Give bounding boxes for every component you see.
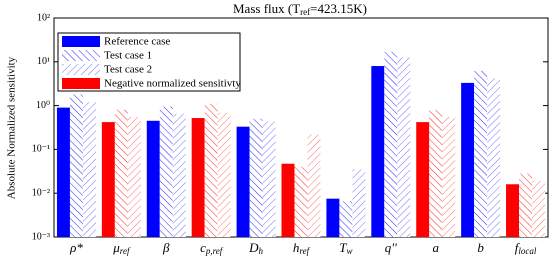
bar bbox=[416, 122, 430, 237]
bar bbox=[371, 66, 385, 238]
category-sub: p,ref bbox=[205, 246, 224, 256]
category-name: b bbox=[477, 240, 484, 255]
bar bbox=[262, 121, 276, 237]
bar bbox=[204, 103, 218, 237]
category-sub: ref bbox=[299, 246, 310, 256]
legend-label: Negative normalized sensitivty bbox=[104, 78, 241, 90]
title-sub: ref bbox=[300, 7, 310, 17]
bar bbox=[519, 173, 533, 237]
bar bbox=[82, 102, 96, 237]
bar bbox=[384, 51, 398, 238]
bar bbox=[294, 166, 308, 237]
category-name: q'' bbox=[385, 240, 397, 255]
y-tick-label: 10² bbox=[37, 12, 50, 23]
bar bbox=[236, 126, 250, 237]
bar bbox=[281, 163, 295, 237]
x-tick-label: flocal bbox=[515, 240, 537, 256]
bar bbox=[114, 109, 128, 237]
y-tick-label: 10⁻² bbox=[32, 187, 50, 198]
legend-label: Test case 2 bbox=[104, 64, 152, 76]
x-tick-label: q'' bbox=[385, 240, 397, 255]
x-tick-label: Tw bbox=[339, 240, 352, 256]
bar bbox=[532, 180, 546, 237]
bar bbox=[307, 134, 321, 237]
bar bbox=[69, 94, 83, 237]
bar bbox=[474, 70, 488, 237]
bar bbox=[56, 107, 70, 237]
bar bbox=[249, 118, 263, 237]
y-axis-label: Absolute Normalized sensitivity bbox=[6, 56, 18, 199]
x-tick-label: href bbox=[293, 240, 311, 256]
bar bbox=[146, 120, 160, 237]
legend-label: Test case 1 bbox=[104, 50, 152, 62]
legend-label: Reference case bbox=[104, 36, 170, 48]
category-name: ρ* bbox=[69, 240, 83, 255]
category-name: β bbox=[162, 240, 170, 255]
bar bbox=[127, 116, 141, 237]
bar bbox=[397, 57, 411, 237]
x-tick-label: a bbox=[432, 240, 439, 255]
category-sub: h bbox=[259, 246, 264, 256]
legend-swatch bbox=[62, 64, 100, 75]
bar bbox=[326, 198, 340, 237]
x-tick-label: Dh bbox=[248, 240, 263, 256]
bar bbox=[172, 113, 186, 237]
bar bbox=[487, 78, 501, 237]
title-part: Mass flux (T bbox=[233, 1, 300, 16]
x-tick-label: β bbox=[162, 240, 170, 255]
x-tick-label: b bbox=[477, 240, 484, 255]
category-name: c bbox=[200, 240, 206, 255]
category-name: D bbox=[248, 240, 259, 255]
category-sub: local bbox=[518, 246, 536, 256]
x-tick-label: μref bbox=[112, 240, 131, 256]
category-name: f bbox=[515, 240, 521, 255]
chart-title: Mass flux (Tref=423.15K) bbox=[233, 1, 367, 17]
bar bbox=[191, 118, 205, 237]
bar bbox=[352, 169, 366, 237]
y-tick-label: 10⁰ bbox=[36, 100, 50, 111]
legend-swatch bbox=[62, 78, 100, 89]
category-name: μ bbox=[112, 240, 120, 255]
title-part: =423.15K) bbox=[310, 1, 367, 16]
category-name: a bbox=[432, 240, 439, 255]
x-tick-label: ρ* bbox=[69, 240, 83, 255]
x-tick-label: cp,ref bbox=[200, 240, 224, 256]
bar bbox=[101, 122, 115, 237]
category-name: T bbox=[339, 240, 347, 255]
category-sub: ref bbox=[120, 246, 131, 256]
bar bbox=[159, 106, 173, 237]
category-sub: w bbox=[347, 246, 353, 256]
bar bbox=[339, 201, 353, 237]
y-tick-label: 10¹ bbox=[37, 56, 50, 67]
bar bbox=[217, 112, 231, 237]
bar bbox=[429, 109, 443, 237]
y-tick-label: 10⁻¹ bbox=[32, 144, 50, 155]
bar bbox=[461, 82, 475, 237]
category-name: h bbox=[293, 240, 300, 255]
legend-swatch bbox=[62, 36, 100, 47]
bar bbox=[506, 184, 520, 237]
y-tick-label: 10⁻³ bbox=[32, 231, 50, 242]
bar bbox=[442, 116, 456, 237]
legend-swatch bbox=[62, 50, 100, 61]
